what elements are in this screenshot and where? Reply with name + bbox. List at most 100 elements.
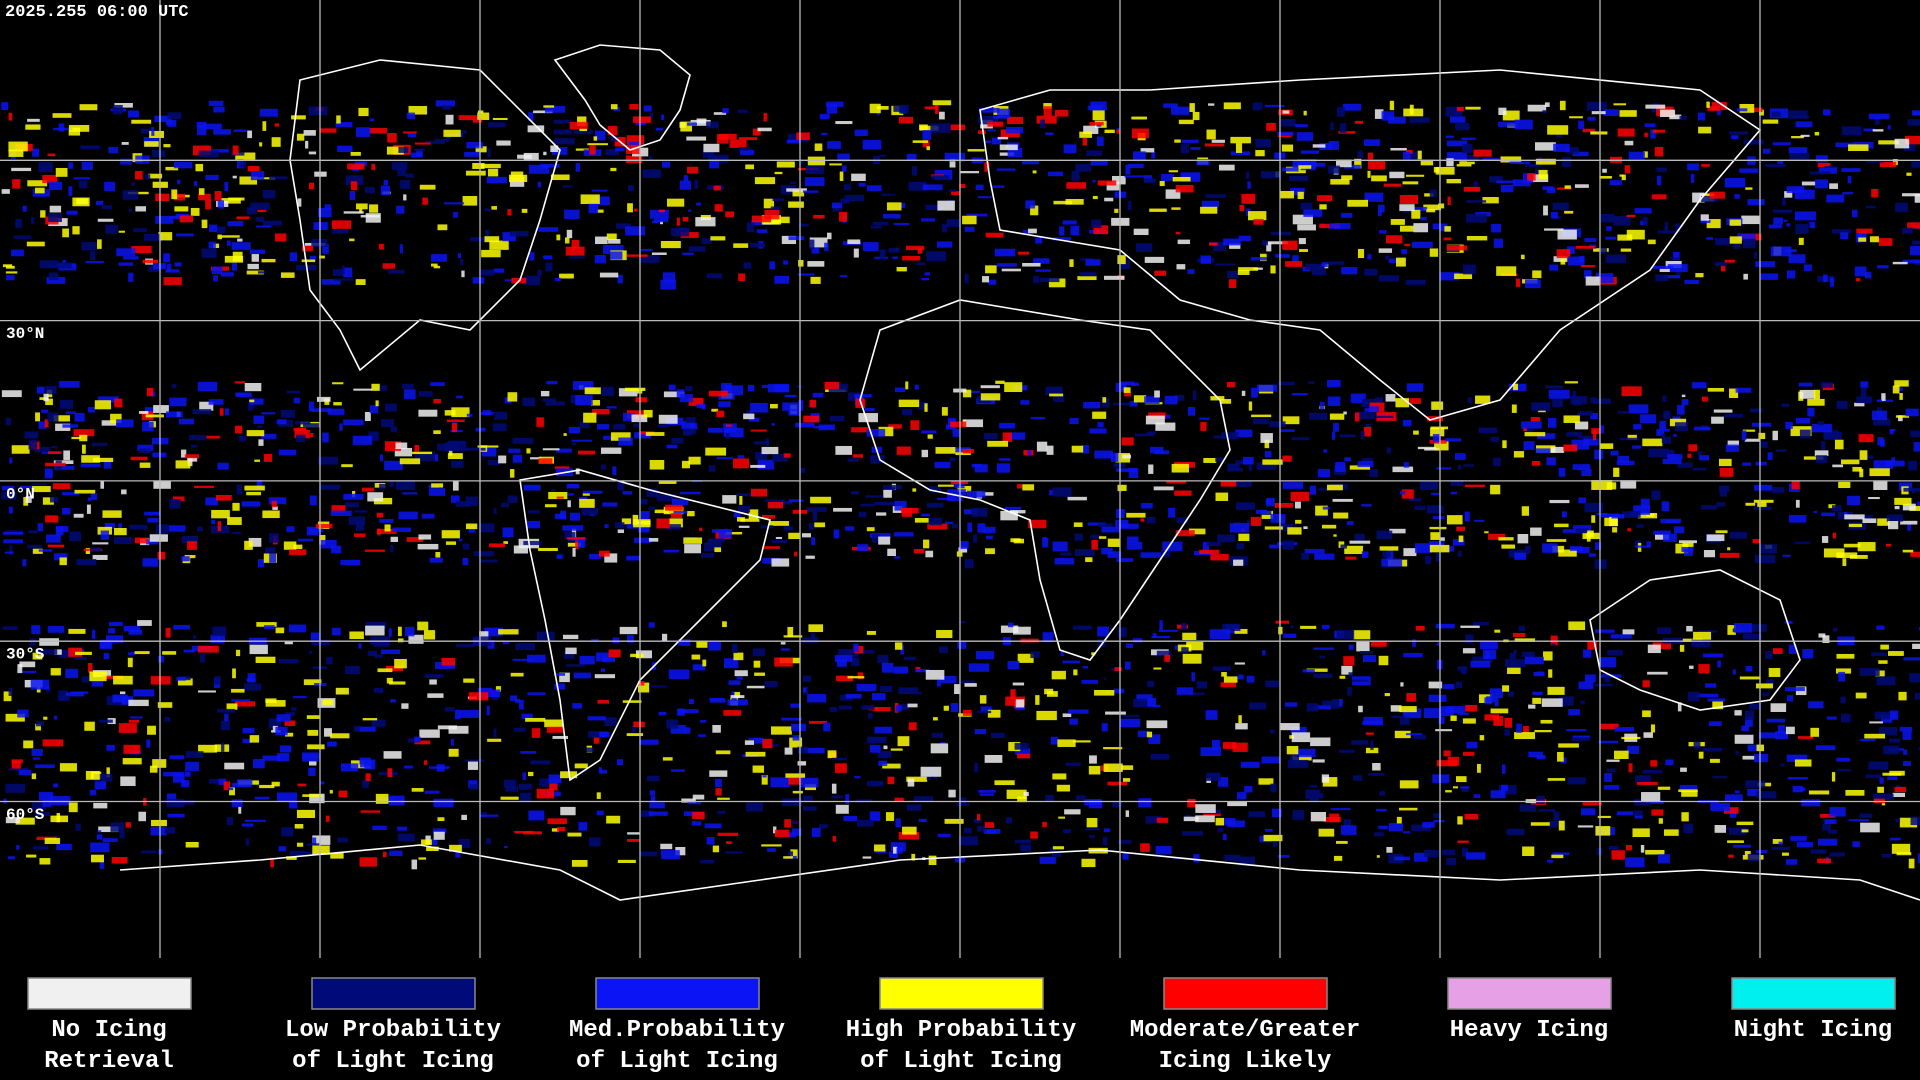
icing-pixel — [1090, 159, 1108, 166]
icing-pixel — [49, 496, 59, 503]
icing-pixel — [771, 726, 792, 735]
icing-pixel — [708, 465, 716, 472]
icing-pixel — [175, 800, 195, 805]
icing-pixel — [1587, 116, 1596, 121]
icing-pixel — [468, 692, 489, 701]
icing-pixel — [774, 384, 790, 393]
icing-pixel — [469, 784, 479, 790]
icing-pixel — [147, 517, 159, 523]
icing-pixel — [411, 859, 418, 870]
coastline — [1589, 569, 1801, 711]
icing-pixel — [894, 500, 907, 511]
icing-pixel — [565, 647, 577, 655]
icing-pixel — [296, 133, 305, 141]
icing-pixel — [1489, 688, 1503, 699]
icing-pixel — [1182, 831, 1204, 836]
icing-pixel — [1907, 119, 1920, 126]
icing-pixel — [78, 180, 88, 189]
icing-pixel — [554, 466, 570, 469]
icing-pixel — [1333, 855, 1343, 861]
icing-pixel — [1770, 246, 1792, 257]
icing-pixel — [566, 483, 580, 489]
icing-pixel — [1552, 202, 1569, 211]
icing-pixel — [1045, 386, 1063, 396]
icing-pixel — [455, 848, 461, 858]
icing-pixel — [798, 223, 809, 227]
icing-pixel — [1753, 499, 1774, 503]
icing-pixel — [824, 381, 839, 390]
icing-pixel — [1322, 777, 1338, 787]
icing-pixel — [977, 523, 986, 533]
icing-pixel — [976, 813, 981, 821]
icing-pixel — [1317, 195, 1333, 201]
icing-pixel — [238, 435, 246, 442]
icing-pixel — [1860, 738, 1876, 742]
icing-pixel — [84, 721, 95, 731]
icing-pixel — [442, 105, 451, 110]
icing-pixel — [1332, 498, 1353, 502]
icing-pixel — [1097, 180, 1117, 186]
icing-pixel — [1389, 528, 1406, 534]
icing-pixel — [428, 488, 446, 496]
icing-pixel — [417, 543, 439, 550]
icing-pixel — [569, 512, 580, 521]
icing-pixel — [1762, 148, 1771, 154]
icing-pixel — [51, 445, 58, 449]
icing-pixel — [1144, 396, 1160, 404]
icing-pixel — [1661, 501, 1670, 512]
icing-pixel — [127, 110, 139, 118]
icing-pixel — [1490, 484, 1501, 495]
icing-pixel — [299, 851, 317, 855]
icing-pixel — [185, 761, 200, 771]
icing-pixel — [996, 263, 1018, 267]
icing-pixel — [1170, 106, 1190, 115]
icing-pixel — [235, 392, 252, 398]
icing-pixel — [1910, 551, 1920, 557]
icing-pixel — [1753, 754, 1768, 763]
icing-pixel — [250, 202, 270, 211]
icing-pixel — [1822, 635, 1830, 643]
icing-pixel — [838, 649, 859, 657]
icing-pixel — [81, 242, 101, 251]
icing-pixel — [553, 129, 572, 135]
icing-pixel — [1349, 540, 1371, 544]
icing-pixel — [850, 491, 860, 495]
icing-pixel — [336, 115, 341, 124]
icing-pixel — [509, 230, 529, 237]
icing-pixel — [1530, 822, 1550, 826]
icing-pixel — [960, 171, 980, 174]
icing-pixel — [302, 794, 322, 797]
icing-pixel — [244, 819, 266, 822]
icing-pixel — [1716, 502, 1726, 507]
icing-pixel — [1151, 635, 1171, 639]
icing-pixel — [150, 826, 167, 836]
icing-pixel — [898, 687, 919, 695]
icing-pixel — [1101, 547, 1113, 555]
icing-pixel — [1778, 841, 1783, 845]
icing-pixel — [725, 424, 733, 427]
icing-pixel — [1075, 163, 1092, 172]
icing-pixel — [1461, 137, 1476, 140]
icing-pixel — [1264, 829, 1273, 832]
icing-pixel — [32, 652, 43, 660]
icing-pixel — [512, 437, 534, 444]
icing-pixel — [1309, 412, 1328, 420]
icing-pixel — [639, 255, 660, 263]
icing-pixel — [1864, 733, 1886, 739]
latitude-label: 30°S — [6, 646, 45, 664]
icing-pixel — [1151, 152, 1156, 159]
icing-pixel — [764, 499, 785, 503]
icing-pixel — [641, 810, 654, 817]
icing-pixel — [365, 625, 385, 636]
icing-pixel — [1027, 450, 1032, 456]
icing-pixel — [1155, 845, 1172, 855]
icing-pixel — [712, 724, 721, 733]
icing-pixel — [1809, 221, 1816, 229]
icing-pixel — [564, 209, 580, 219]
icing-pixel — [1743, 139, 1764, 145]
icing-pixel — [936, 497, 956, 500]
icing-pixel — [397, 833, 415, 842]
icing-pixel — [533, 110, 553, 114]
icing-pixel — [1464, 511, 1470, 522]
icing-pixel — [1784, 191, 1793, 198]
